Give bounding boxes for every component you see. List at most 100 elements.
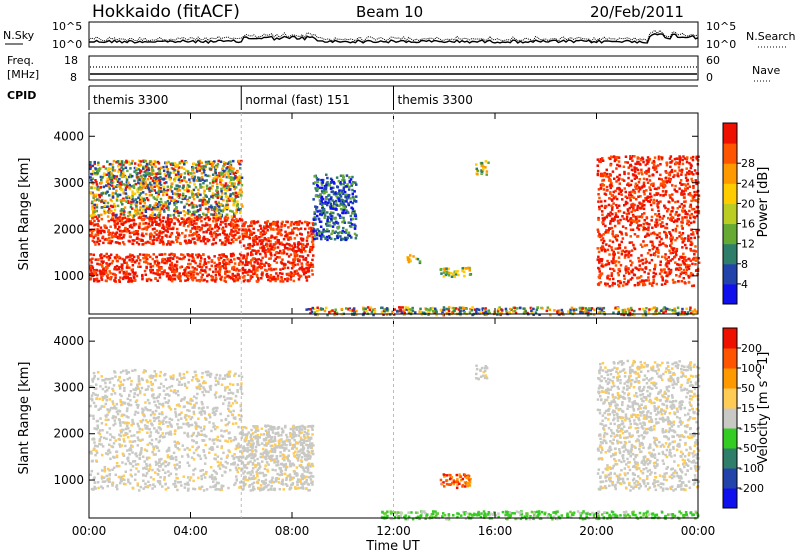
echo-cell <box>151 211 154 215</box>
echo-cell <box>329 224 332 228</box>
echo-cell <box>264 221 267 224</box>
echo-cell <box>624 232 628 235</box>
echo-cell <box>142 205 145 208</box>
echo-cell <box>274 221 277 224</box>
echo-cell <box>349 200 352 204</box>
echo-cell <box>311 237 314 241</box>
echo-cell <box>128 235 132 238</box>
echo-cell <box>146 198 150 202</box>
echo-cell <box>650 208 654 211</box>
echo-cell <box>94 179 97 182</box>
echo-cell <box>192 269 195 272</box>
echo-cell <box>603 250 607 253</box>
echo-cell <box>137 262 141 265</box>
echo-cell <box>608 253 611 256</box>
echo-cell <box>687 264 690 267</box>
echo-cell <box>148 241 151 244</box>
echo-cell <box>102 241 105 245</box>
echo-cell <box>638 307 641 311</box>
echo-cell <box>683 313 686 316</box>
echo-cell <box>439 308 443 312</box>
echo-cell <box>628 218 632 222</box>
echo-cell <box>351 188 354 192</box>
echo-cell <box>121 264 124 267</box>
echo-cell <box>91 266 95 270</box>
echo-cell <box>92 236 95 239</box>
echo-cell <box>109 162 112 166</box>
echo-cell <box>106 177 109 181</box>
echo-cell <box>120 188 123 191</box>
echo-cell <box>626 196 629 200</box>
echo-cell <box>325 306 328 310</box>
echo-cell <box>237 236 241 240</box>
echo-cell <box>224 264 227 268</box>
echo-cell <box>177 220 180 223</box>
echo-cell <box>170 196 174 199</box>
echo-cell <box>187 225 190 228</box>
echo-cell <box>624 310 628 314</box>
echo-cell <box>213 230 217 234</box>
echo-cell <box>636 204 640 208</box>
echo-cell <box>161 240 165 244</box>
echo-cell <box>166 185 170 188</box>
echo-cell <box>203 199 207 202</box>
echo-cell <box>176 210 179 213</box>
echo-cell <box>657 249 660 252</box>
echo-cell <box>152 162 155 166</box>
echo-cell <box>599 273 602 276</box>
echo-cell <box>680 313 683 316</box>
echo-cell <box>612 197 616 200</box>
echo-cell <box>610 248 614 252</box>
echo-cell <box>514 311 518 315</box>
echo-cell <box>188 185 191 188</box>
echo-cell <box>181 221 184 224</box>
echo-cell <box>166 173 170 176</box>
echo-cell <box>303 220 307 224</box>
echo-cell <box>205 184 209 188</box>
echo-cell <box>223 219 227 222</box>
echo-cell <box>668 180 671 184</box>
echo-cell <box>146 178 150 181</box>
echo-cell <box>216 229 219 232</box>
echo-cell <box>607 229 610 232</box>
echo-cell <box>650 258 654 262</box>
echo-cell <box>157 191 161 194</box>
echo-cell <box>142 257 145 260</box>
echo-cell <box>648 174 651 178</box>
echo-cell <box>134 198 137 201</box>
echo-cell <box>679 181 682 185</box>
echo-cell <box>693 193 697 197</box>
echo-cell <box>584 307 588 310</box>
echo-cell <box>631 228 635 231</box>
echo-cell <box>609 157 612 161</box>
echo-cell <box>205 230 208 234</box>
echo-cell <box>217 227 221 230</box>
echo-cell <box>280 277 283 281</box>
echo-cell <box>642 222 645 226</box>
echo-cell <box>414 311 417 314</box>
echo-cell <box>186 184 190 187</box>
echo-cell <box>602 184 605 187</box>
echo-cell <box>140 234 144 237</box>
echo-cell <box>622 217 626 221</box>
echo-cell <box>217 159 220 163</box>
echo-cell <box>137 256 140 260</box>
echo-cell <box>113 202 116 206</box>
echo-cell <box>293 263 297 267</box>
echo-cell <box>355 183 358 186</box>
echo-cell <box>190 276 193 279</box>
echo-cell <box>401 306 404 309</box>
echo-cell <box>306 261 309 264</box>
echo-cell <box>264 251 267 255</box>
echo-cell <box>660 270 663 273</box>
echo-cell <box>124 186 128 190</box>
echo-cell <box>483 312 486 315</box>
echo-cell <box>173 277 176 281</box>
echo-cell <box>615 180 618 183</box>
echo-cell <box>353 209 356 213</box>
echo-cell <box>167 214 170 217</box>
echo-cell <box>664 233 668 236</box>
echo-cell <box>143 253 147 257</box>
echo-cell <box>283 245 287 248</box>
echo-cell <box>118 219 121 223</box>
